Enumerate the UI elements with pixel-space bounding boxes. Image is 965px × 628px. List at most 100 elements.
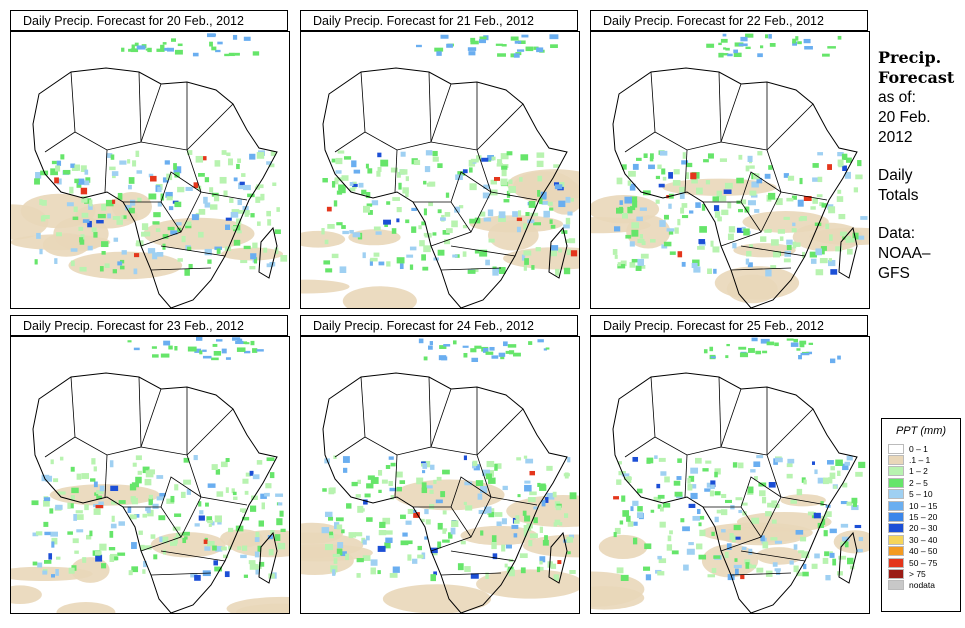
rain-cell [849,565,855,570]
rain-cell [795,529,804,535]
rain-cell [472,460,478,466]
rain-cell [54,258,58,264]
rain-cell [693,266,701,273]
rain-cell [635,157,642,161]
drizzle-patch [56,602,116,613]
rain-cell [194,348,202,353]
rain-cell [209,204,218,210]
rain-cell [116,219,123,225]
rain-cell [228,546,232,550]
rain-cell [790,499,798,504]
rain-cell [691,178,698,184]
rain-cell [330,565,338,573]
rain-cell [109,555,115,562]
rain-cell [91,458,96,465]
rain-cell [209,187,214,193]
rain-cell [836,571,843,576]
rain-cell [55,504,63,510]
rain-cell [216,248,221,254]
rain-cell [96,219,104,224]
rain-cell [533,222,541,226]
rain-cell [162,177,169,183]
rain-cell [523,525,532,532]
rain-cell [637,506,643,512]
rain-cell [659,506,664,512]
rain-cell [452,254,458,258]
drizzle-patch [460,525,538,546]
rain-cell [820,250,825,255]
rain-cell [549,219,553,224]
rain-cell [215,49,221,53]
rain-cell [458,205,464,209]
rain-cell [152,252,158,260]
rain-cell [838,555,847,560]
rain-cell [53,478,59,483]
country-border [718,71,722,143]
rain-cell [164,160,170,165]
rain-cell [335,157,343,165]
rain-cell [465,505,473,511]
rain-cell [221,150,227,155]
rain-cell [396,257,405,264]
rain-cell [667,535,672,542]
rain-cell [783,173,789,178]
rain-cell [613,496,619,500]
rain-cell [96,495,102,500]
rain-cell [772,562,778,567]
rain-cell [137,470,142,475]
rain-cell [380,159,389,167]
rain-cell [842,236,848,240]
rain-cell [244,350,251,354]
rain-cell [631,222,640,229]
rain-cell [185,224,192,229]
drizzle-patch [662,178,777,196]
rain-cell [695,202,701,208]
rain-cell [421,254,426,261]
drizzle-patch [736,511,832,532]
rain-cell [225,487,229,493]
rain-cell [389,487,397,492]
country-border [450,245,516,257]
rain-cell [236,230,242,234]
rain-cell [817,477,825,484]
rain-cell [620,260,627,267]
rain-cell [646,457,654,464]
rain-cell [468,51,476,56]
legend-item: 10 – 15 [882,500,960,511]
legend-item: 5 – 10 [882,489,960,500]
rain-cell [255,196,261,203]
rain-cell [118,500,126,504]
rain-cell [657,494,665,499]
rain-cell [411,207,417,211]
rain-cell [537,339,544,343]
rain-cell [328,533,334,539]
rain-cell [357,479,361,485]
rain-cell [541,499,546,507]
rain-cell [60,154,65,160]
rain-cell [79,239,85,245]
rain-cell [367,168,373,174]
rain-cell [412,558,418,564]
rain-cell [216,339,223,342]
rain-cell [252,474,260,480]
rain-cell [533,506,538,510]
rain-cell [702,468,709,472]
rain-cell [747,155,753,163]
rain-cell [614,527,621,535]
rain-cell [274,247,279,255]
rain-cell [378,469,383,476]
rain-cell [497,159,503,165]
rain-cell [156,48,165,52]
rain-cell [382,517,391,525]
rain-cell [428,181,436,187]
country-border [650,376,742,456]
side-heading: Precip. [878,48,942,67]
rain-cell [801,551,810,559]
rain-cell [334,522,340,530]
rain-cell [440,217,446,221]
rain-cell [243,36,251,41]
drizzle-patch [236,603,289,613]
legend-item: 30 – 40 [882,534,960,545]
rain-cell [93,481,98,488]
rain-cell [351,481,358,487]
